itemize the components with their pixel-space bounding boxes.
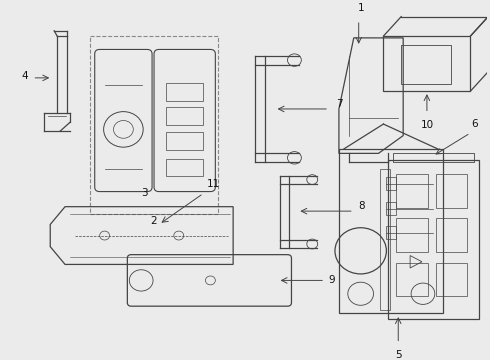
Bar [383, 36, 470, 91]
Text: 7: 7 [336, 99, 342, 109]
Bar [166, 107, 203, 125]
Bar [387, 202, 396, 215]
Bar [436, 218, 467, 252]
Text: 5: 5 [395, 350, 402, 360]
Bar [380, 169, 391, 310]
Bar [387, 226, 396, 239]
Bar [436, 174, 467, 208]
Text: 4: 4 [21, 71, 28, 81]
Bar [396, 263, 428, 296]
Bar [166, 132, 203, 150]
Text: 8: 8 [358, 201, 365, 211]
Bar [396, 218, 428, 252]
Bar [393, 153, 474, 162]
Bar [401, 45, 451, 84]
Bar [166, 159, 203, 176]
Text: 2: 2 [151, 216, 157, 226]
Bar [389, 161, 479, 319]
Bar [166, 83, 203, 101]
Text: 6: 6 [471, 120, 478, 129]
Text: 11: 11 [207, 179, 220, 189]
Text: 9: 9 [329, 275, 335, 285]
Text: 3: 3 [141, 188, 147, 198]
Bar [396, 174, 428, 208]
Text: 1: 1 [357, 3, 364, 13]
Bar [339, 149, 443, 313]
Text: 10: 10 [420, 120, 434, 130]
Bar [90, 36, 219, 214]
Bar [436, 263, 467, 296]
Bar [387, 177, 396, 190]
